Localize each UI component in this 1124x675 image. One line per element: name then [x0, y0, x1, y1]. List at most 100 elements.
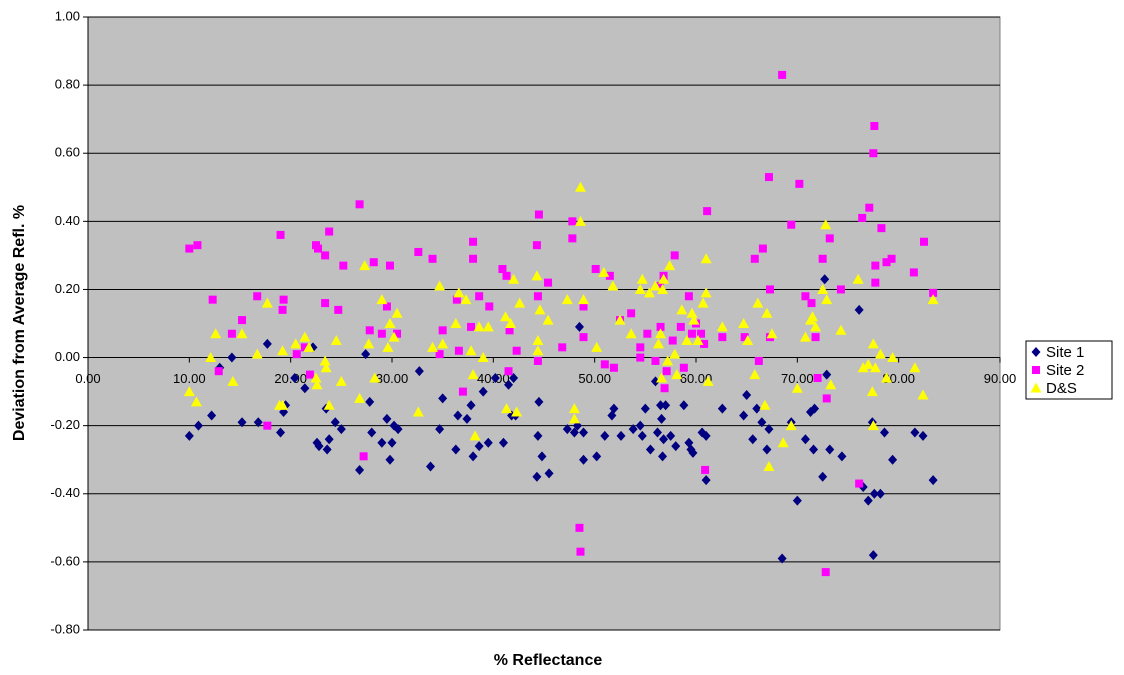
point	[300, 343, 309, 352]
point	[190, 396, 202, 407]
point	[649, 280, 661, 291]
point	[568, 217, 577, 226]
point	[575, 523, 584, 532]
point	[825, 234, 834, 243]
point	[661, 400, 671, 411]
point	[238, 316, 247, 325]
point	[451, 444, 461, 455]
point	[435, 424, 445, 435]
legend-box	[1025, 340, 1113, 400]
point	[382, 413, 392, 424]
point	[277, 399, 289, 410]
point	[887, 352, 899, 363]
point	[643, 329, 652, 338]
point	[385, 261, 394, 270]
point	[871, 261, 880, 270]
point	[453, 410, 463, 421]
y-tick-label: -0.60	[50, 553, 80, 568]
point	[363, 338, 375, 349]
x-tick-label: 60.00	[680, 371, 713, 386]
point	[532, 241, 541, 250]
point	[717, 403, 727, 414]
point	[855, 479, 864, 488]
point	[591, 341, 603, 352]
point	[785, 420, 797, 431]
point	[777, 553, 787, 564]
point	[700, 253, 712, 264]
point	[702, 375, 714, 386]
point	[670, 251, 679, 260]
point	[750, 254, 759, 263]
point	[468, 451, 478, 462]
point	[562, 424, 572, 435]
point	[837, 451, 847, 462]
point	[818, 254, 827, 263]
point	[369, 372, 381, 383]
point	[377, 437, 387, 448]
point	[533, 430, 543, 441]
point	[544, 468, 554, 479]
point	[920, 237, 928, 246]
point	[438, 393, 448, 404]
legend-marker	[1032, 366, 1040, 374]
point	[870, 121, 879, 130]
point	[820, 274, 830, 285]
point	[825, 379, 837, 390]
point	[323, 399, 335, 410]
point	[614, 314, 626, 325]
point	[657, 283, 669, 294]
point	[263, 421, 272, 430]
point	[669, 348, 681, 359]
legend-label: D&S	[1046, 380, 1077, 397]
point	[427, 341, 439, 352]
point	[482, 321, 494, 332]
point	[811, 333, 820, 342]
point	[501, 403, 513, 414]
point	[477, 352, 489, 363]
point	[339, 261, 348, 270]
point	[185, 244, 194, 253]
point	[485, 302, 494, 311]
point	[616, 430, 626, 441]
point	[697, 297, 709, 308]
point	[655, 328, 667, 339]
point	[434, 280, 446, 291]
point	[867, 338, 879, 349]
point	[207, 410, 217, 421]
point	[835, 324, 847, 335]
point	[508, 273, 520, 284]
point	[662, 355, 674, 366]
point	[466, 400, 476, 411]
point	[467, 369, 479, 380]
point	[761, 307, 773, 318]
point	[777, 437, 789, 448]
point	[660, 384, 669, 393]
point	[607, 280, 619, 291]
point	[465, 345, 477, 356]
point	[385, 454, 395, 465]
point	[277, 345, 289, 356]
point	[625, 328, 637, 339]
point	[355, 464, 365, 475]
point	[635, 420, 645, 431]
legend-marker	[1031, 347, 1041, 357]
point	[766, 328, 778, 339]
point	[475, 292, 484, 301]
point	[863, 495, 873, 506]
y-tick-label: -0.40	[50, 485, 80, 500]
point	[533, 356, 542, 365]
point	[469, 254, 478, 263]
point	[478, 386, 488, 397]
point	[854, 304, 864, 315]
point	[813, 373, 822, 382]
point	[321, 251, 330, 260]
point	[740, 333, 749, 342]
point	[692, 335, 704, 346]
point	[388, 331, 400, 342]
x-tick-label: 20.00	[274, 371, 307, 386]
point	[262, 338, 272, 349]
point	[576, 547, 585, 556]
point	[778, 70, 787, 79]
point	[579, 333, 588, 342]
x-axis-title: % Reflectance	[494, 652, 603, 669]
